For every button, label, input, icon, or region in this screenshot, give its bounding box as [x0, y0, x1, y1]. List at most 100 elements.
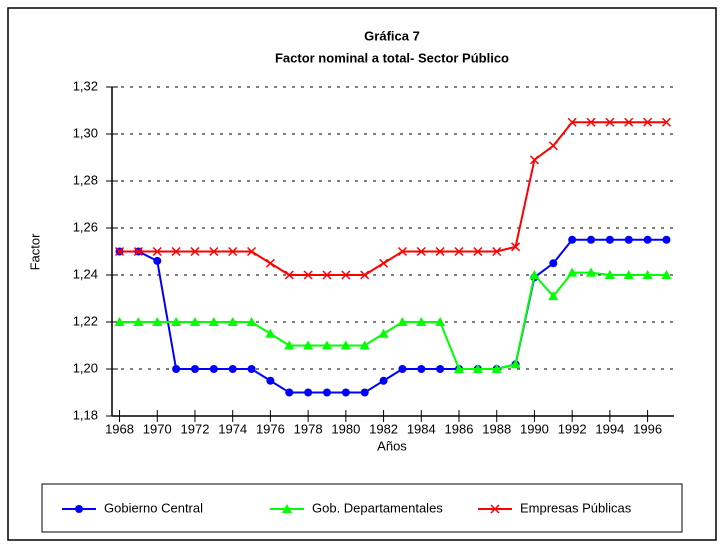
x-tick-label: 1990 [520, 421, 549, 436]
x-tick-label: 1982 [369, 421, 398, 436]
marker [435, 317, 446, 326]
x-tick-label: 1978 [294, 421, 323, 436]
marker [285, 388, 294, 397]
marker [133, 317, 144, 326]
marker [303, 270, 313, 280]
marker [228, 365, 237, 373]
marker [133, 246, 143, 257]
marker [114, 317, 125, 326]
marker [661, 270, 672, 279]
y-tick-label: 1,32 [73, 78, 98, 93]
marker [115, 246, 125, 257]
marker [435, 246, 445, 257]
legend-label: Gobierno Central [104, 500, 203, 515]
marker [529, 270, 540, 279]
series-line [119, 121, 667, 276]
chart-title: Gráfica 7 [364, 28, 420, 43]
chart-subtitle: Factor nominal a total- Sector Público [275, 50, 509, 65]
marker [321, 340, 332, 350]
x-tick-label: 1968 [105, 421, 134, 436]
x-tick-label: 1994 [595, 421, 624, 436]
marker [529, 155, 539, 165]
marker [454, 246, 464, 257]
marker [511, 242, 521, 252]
marker [548, 141, 558, 151]
marker [172, 365, 181, 373]
marker [643, 117, 653, 127]
marker [322, 388, 331, 397]
marker [190, 365, 199, 373]
x-tick-label: 1986 [445, 421, 474, 436]
marker [568, 235, 577, 244]
marker [359, 340, 370, 350]
x-tick-label: 1988 [482, 421, 511, 436]
marker [642, 270, 653, 279]
x-tick-label: 1970 [143, 421, 172, 436]
marker [604, 270, 615, 279]
marker [247, 246, 257, 257]
marker [341, 388, 350, 397]
marker [246, 317, 257, 326]
marker [472, 364, 483, 373]
marker [153, 256, 162, 265]
marker [510, 359, 521, 369]
marker [397, 246, 407, 257]
marker [360, 270, 370, 280]
marker [304, 388, 313, 397]
marker [379, 258, 389, 268]
y-tick-label: 1,30 [73, 125, 98, 140]
y-axis-label: Factor [27, 233, 42, 271]
marker [171, 246, 181, 257]
marker [473, 246, 483, 257]
marker [75, 505, 83, 513]
marker [209, 365, 218, 373]
marker [491, 364, 502, 373]
marker [341, 270, 351, 280]
marker [416, 317, 427, 326]
marker [379, 376, 388, 385]
marker [152, 317, 163, 326]
marker [265, 258, 275, 268]
y-tick-label: 1,22 [73, 313, 98, 328]
marker [416, 246, 426, 257]
marker [398, 365, 407, 373]
marker [282, 504, 292, 513]
marker [189, 317, 200, 326]
y-tick-label: 1,26 [73, 219, 98, 234]
marker [586, 267, 597, 277]
series-line [119, 271, 667, 370]
x-tick-label: 1996 [633, 421, 662, 436]
marker [587, 235, 596, 244]
x-tick-label: 1972 [181, 421, 210, 436]
marker [208, 317, 219, 326]
marker [322, 270, 332, 280]
marker [492, 246, 502, 257]
marker [624, 117, 634, 127]
marker [643, 235, 652, 244]
marker [454, 364, 465, 373]
y-tick-label: 1,28 [73, 172, 98, 187]
marker [360, 388, 369, 397]
marker [247, 365, 256, 373]
y-tick-label: 1,20 [73, 360, 98, 375]
y-tick-label: 1,18 [73, 407, 98, 422]
marker [567, 117, 577, 127]
marker [661, 117, 671, 127]
marker [265, 328, 276, 338]
marker [586, 117, 596, 127]
marker [228, 246, 238, 257]
x-tick-label: 1984 [407, 421, 436, 436]
marker [284, 340, 295, 350]
marker [605, 235, 614, 244]
x-axis-label: Años [377, 438, 407, 453]
marker [303, 340, 314, 350]
marker [623, 270, 634, 279]
legend-label: Empresas Públicas [520, 500, 632, 515]
marker [624, 235, 633, 244]
x-tick-label: 1976 [256, 421, 285, 436]
x-tick-label: 1980 [331, 421, 360, 436]
legend-box [41, 483, 683, 533]
marker [662, 235, 671, 244]
legend-label: Gob. Departamentales [312, 500, 443, 515]
